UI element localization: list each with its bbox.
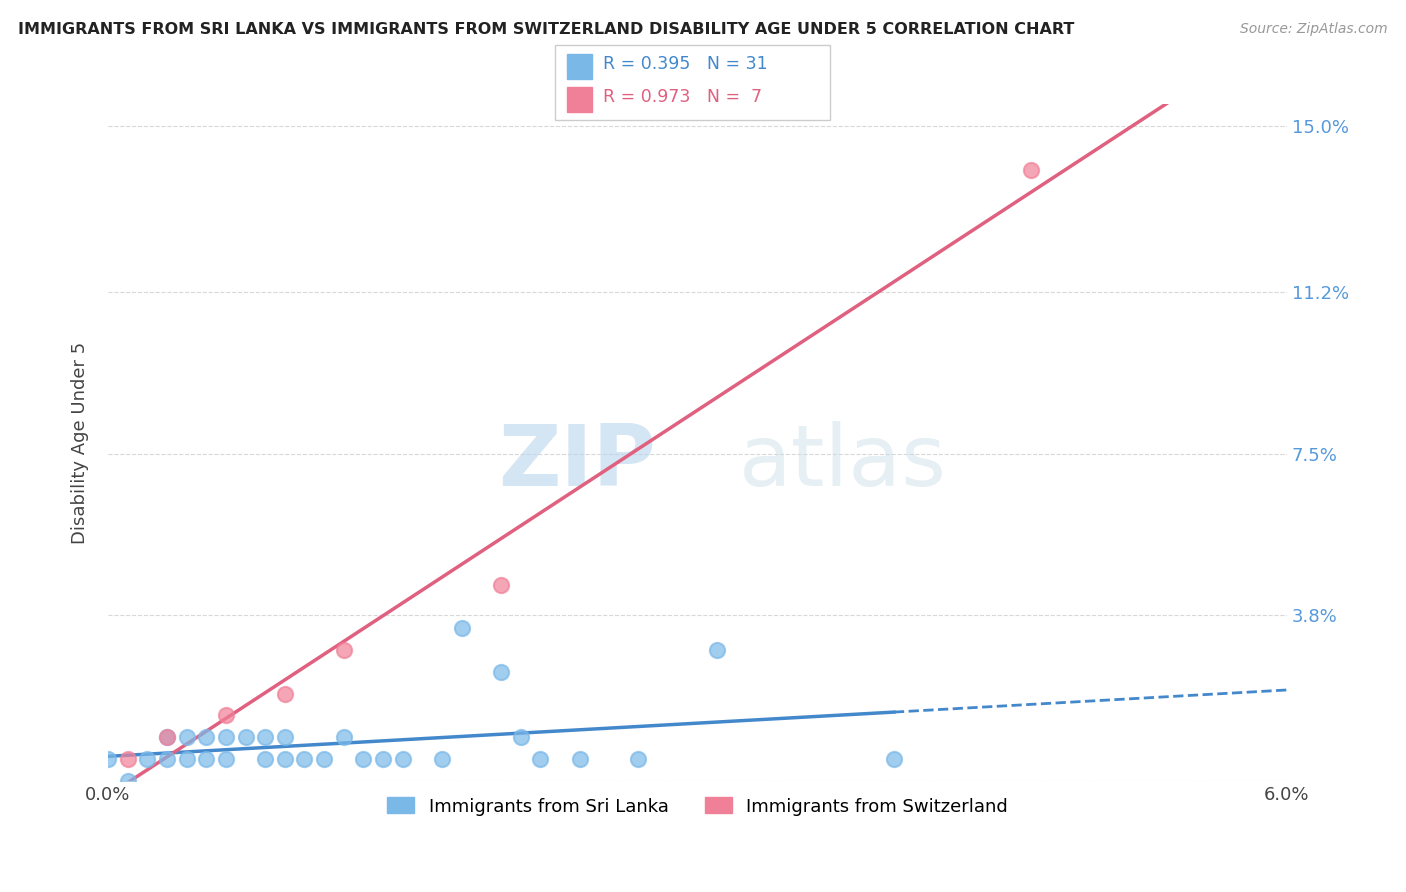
Point [274,731,297,745]
Point [215,731,238,745]
Text: IMMIGRANTS FROM SRI LANKA VS IMMIGRANTS FROM SWITZERLAND DISABILITY AGE UNDER 5 : IMMIGRANTS FROM SRI LANKA VS IMMIGRANTS … [18,22,1074,37]
Point [509,731,531,745]
Point [371,752,394,766]
Point [156,731,179,745]
Point [627,752,650,766]
Legend: Immigrants from Sri Lanka, Immigrants from Switzerland: Immigrants from Sri Lanka, Immigrants fr… [380,790,1015,822]
Point [391,752,413,766]
Point [274,752,297,766]
Point [352,752,374,766]
Point [332,643,354,657]
Point [489,577,512,591]
Point [156,752,179,766]
Text: R = 0.395   N = 31: R = 0.395 N = 31 [603,55,768,73]
Point [195,752,218,766]
Point [254,752,277,766]
Point [883,752,905,766]
Point [274,687,297,701]
Point [176,731,198,745]
Text: ZIP: ZIP [498,421,657,504]
Point [215,708,238,723]
Point [156,731,179,745]
Point [568,752,591,766]
Point [450,621,472,635]
Text: Source: ZipAtlas.com: Source: ZipAtlas.com [1240,22,1388,37]
Point [215,752,238,766]
Point [117,774,139,789]
Point [117,752,139,766]
Point [706,643,728,657]
Text: atlas: atlas [738,421,946,504]
Point [332,731,354,745]
Point [1021,162,1043,177]
Y-axis label: Disability Age Under 5: Disability Age Under 5 [72,342,89,544]
Point [254,731,277,745]
Point [294,752,316,766]
Point [235,731,257,745]
Point [314,752,336,766]
Point [136,752,159,766]
Point [489,665,512,679]
Point [195,731,218,745]
Point [176,752,198,766]
Point [529,752,551,766]
Text: R = 0.973   N =  7: R = 0.973 N = 7 [603,88,762,106]
Point [97,752,120,766]
Point [430,752,453,766]
